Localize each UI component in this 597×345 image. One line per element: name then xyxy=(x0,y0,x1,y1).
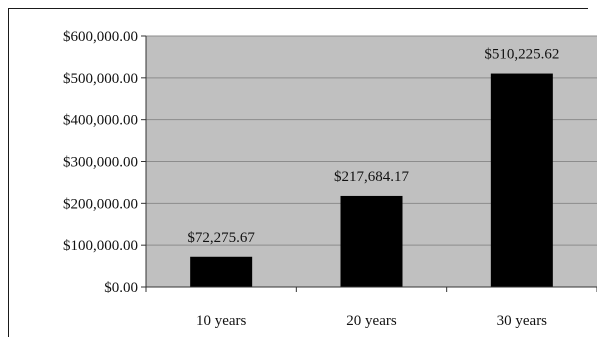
axes xyxy=(145,36,597,292)
y-tick-label: $500,000.00 xyxy=(63,71,138,87)
y-tick-label: $100,000.00 xyxy=(63,238,138,254)
y-tick-label: $300,000.00 xyxy=(63,155,138,171)
y-axis-tick-labels: $0.00 $100,000.00 $200,000.00 $300,000.00 $4… xyxy=(63,29,138,296)
chart-frame xyxy=(8,8,588,337)
y-tick-label: $400,000.00 xyxy=(63,113,138,129)
data-label: $72,275.67 xyxy=(187,230,255,246)
y-tick-label: $600,000.00 xyxy=(63,29,138,45)
data-label: $510,225.62 xyxy=(484,47,559,63)
data-labels: $72,275.67 $217,684.17 $510,225.62 xyxy=(187,47,559,246)
bar xyxy=(190,256,253,287)
bar xyxy=(490,73,553,287)
x-category-label: 30 years xyxy=(497,313,548,329)
y-tick-label: $0.00 xyxy=(104,280,138,296)
bars xyxy=(190,73,553,287)
x-category-label: 20 years xyxy=(346,313,397,329)
data-label: $217,684.17 xyxy=(334,169,410,185)
bar xyxy=(340,195,403,287)
x-category-label: 10 years xyxy=(196,313,247,329)
x-axis-category-labels: 10 years 20 years 30 years xyxy=(196,313,547,329)
y-tick-label: $200,000.00 xyxy=(63,196,138,212)
